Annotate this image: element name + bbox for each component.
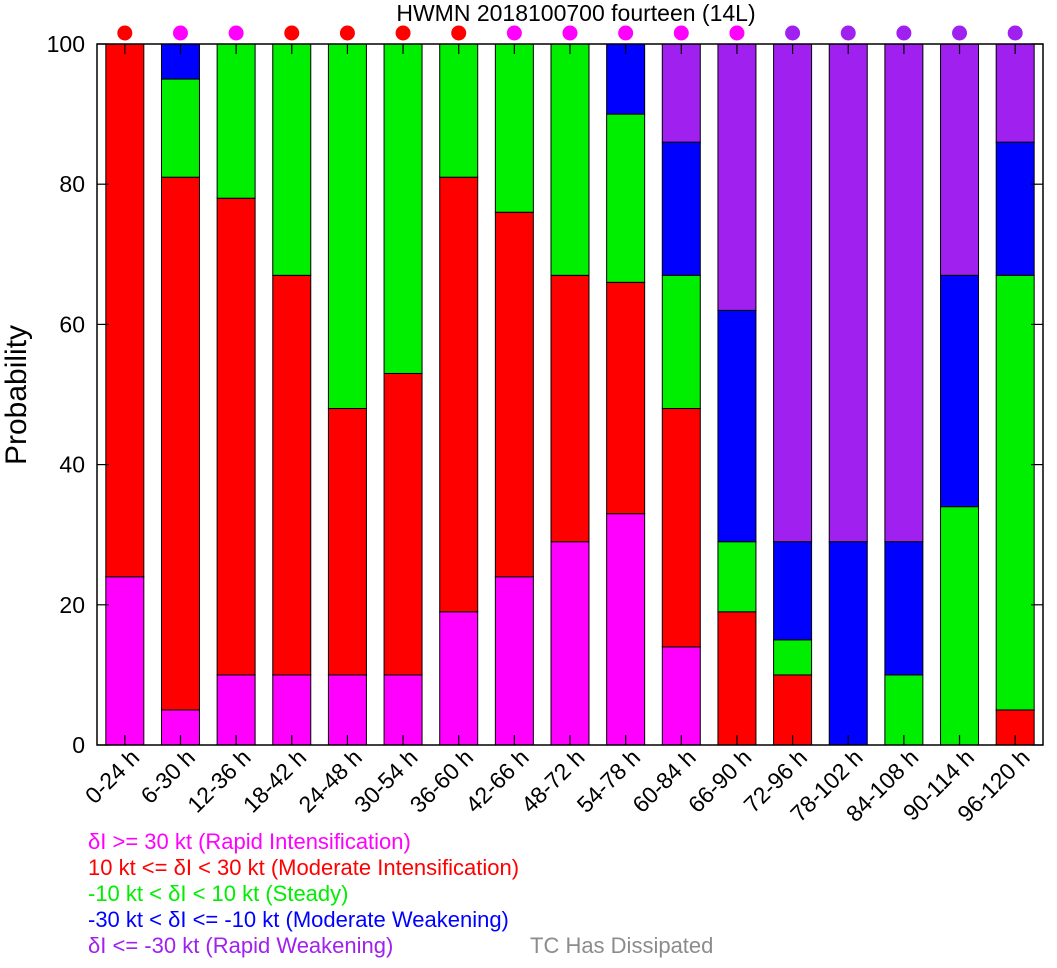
bar-segment-7-2 bbox=[494, 43, 534, 213]
bar-segment-10-1 bbox=[661, 408, 701, 648]
bar-segment-0-1 bbox=[105, 43, 145, 578]
bar-segment-5-1 bbox=[383, 372, 423, 676]
bar-segment-6-1 bbox=[439, 176, 479, 613]
bar-segment-2-2 bbox=[216, 43, 256, 199]
bar-segment-10-0 bbox=[661, 646, 701, 746]
top-marker-9 bbox=[618, 25, 634, 41]
bar-segment-14-4 bbox=[884, 43, 924, 543]
legend: δI >= 30 kt (Rapid Intensification)10 kt… bbox=[88, 829, 713, 958]
top-marker-3 bbox=[284, 25, 300, 41]
bar-segment-13-4 bbox=[828, 43, 868, 543]
bar-segment-3-1 bbox=[272, 274, 312, 676]
bar-segment-12-3 bbox=[773, 541, 813, 641]
bar-segment-11-2 bbox=[717, 541, 757, 613]
top-markers bbox=[117, 25, 1023, 41]
y-tick-label-2: 40 bbox=[59, 452, 85, 478]
top-marker-13 bbox=[840, 25, 856, 41]
bar-segment-4-0 bbox=[327, 674, 367, 746]
top-marker-5 bbox=[395, 25, 411, 41]
legend-entry-3: -30 kt < δI <= -10 kt (Moderate Weakenin… bbox=[88, 907, 509, 932]
top-marker-2 bbox=[228, 25, 244, 41]
y-tick-label-4: 80 bbox=[59, 171, 85, 197]
bar-segment-10-2 bbox=[661, 274, 701, 410]
bar-segment-10-4 bbox=[661, 43, 701, 143]
y-axis-label: Probability bbox=[0, 325, 33, 465]
legend-entry-0: δI >= 30 kt (Rapid Intensification) bbox=[88, 829, 411, 854]
chart-title: HWMN 2018100700 fourteen (14L) bbox=[396, 0, 755, 26]
bar-segment-4-2 bbox=[327, 43, 367, 410]
top-marker-10 bbox=[673, 25, 689, 41]
bar-segment-4-1 bbox=[327, 408, 367, 676]
top-marker-0 bbox=[117, 25, 133, 41]
y-tick-label-5: 100 bbox=[47, 31, 85, 57]
bar-segment-15-2 bbox=[940, 506, 980, 746]
y-tick-label-1: 20 bbox=[59, 592, 85, 618]
bar-segment-8-0 bbox=[550, 541, 590, 746]
top-marker-7 bbox=[506, 25, 522, 41]
bar-segment-9-2 bbox=[606, 113, 646, 283]
y-tick-label-3: 60 bbox=[59, 311, 85, 337]
bar-segment-12-4 bbox=[773, 43, 813, 543]
bar-segment-14-3 bbox=[884, 541, 924, 676]
legend-entry-1: 10 kt <= δI < 30 kt (Moderate Intensific… bbox=[88, 855, 519, 880]
bar-segment-12-1 bbox=[773, 674, 813, 746]
bar-segment-14-2 bbox=[884, 674, 924, 746]
bar-segment-2-1 bbox=[216, 197, 256, 676]
bar-segment-8-1 bbox=[550, 274, 590, 543]
bar-segment-8-2 bbox=[550, 43, 590, 276]
top-marker-12 bbox=[785, 25, 801, 41]
bar-segment-5-0 bbox=[383, 674, 423, 746]
top-marker-11 bbox=[729, 25, 745, 41]
bar-segment-10-3 bbox=[661, 141, 701, 276]
bar-stacks bbox=[105, 43, 1035, 746]
bar-segment-13-3 bbox=[828, 541, 868, 746]
bar-segment-6-0 bbox=[439, 611, 479, 746]
bar-segment-9-0 bbox=[606, 513, 646, 746]
top-marker-15 bbox=[952, 25, 968, 41]
bar-segment-3-2 bbox=[272, 43, 312, 276]
x-tick-label-0: 0-24 h bbox=[80, 744, 145, 809]
bar-segment-16-3 bbox=[995, 141, 1035, 276]
bar-segment-12-2 bbox=[773, 639, 813, 676]
bar-segment-5-2 bbox=[383, 43, 423, 374]
bar-segment-2-0 bbox=[216, 674, 256, 746]
bar-segment-6-2 bbox=[439, 43, 479, 178]
bar-segment-15-3 bbox=[940, 274, 980, 508]
bar-segment-16-4 bbox=[995, 43, 1035, 143]
legend-entry-dissipated: TC Has Dissipated bbox=[530, 933, 713, 958]
bar-segment-0-0 bbox=[105, 576, 145, 746]
legend-entry-4: δI <= -30 kt (Rapid Weakening) bbox=[88, 933, 393, 958]
bar-segment-1-1 bbox=[160, 176, 200, 711]
top-marker-14 bbox=[896, 25, 912, 41]
bar-segment-9-3 bbox=[606, 43, 646, 115]
legend-entry-2: -10 kt < δI < 10 kt (Steady) bbox=[88, 881, 348, 906]
bar-segment-11-1 bbox=[717, 611, 757, 746]
bar-segment-7-1 bbox=[494, 211, 534, 578]
y-axis-ticks: 0 20 40 60 80 100 bbox=[47, 31, 1043, 758]
bar-segment-16-2 bbox=[995, 274, 1035, 711]
top-marker-1 bbox=[172, 25, 188, 41]
top-marker-16 bbox=[1007, 25, 1023, 41]
bar-segment-7-0 bbox=[494, 576, 534, 746]
bar-segment-3-0 bbox=[272, 674, 312, 746]
bar-segment-1-2 bbox=[160, 78, 200, 178]
top-marker-6 bbox=[451, 25, 467, 41]
y-tick-label-0: 0 bbox=[72, 732, 85, 758]
bar-segment-9-1 bbox=[606, 281, 646, 515]
bar-segment-11-4 bbox=[717, 43, 757, 311]
bar-segment-15-4 bbox=[940, 43, 980, 276]
top-marker-4 bbox=[339, 25, 355, 41]
top-marker-8 bbox=[562, 25, 578, 41]
bar-segment-11-3 bbox=[717, 309, 757, 543]
